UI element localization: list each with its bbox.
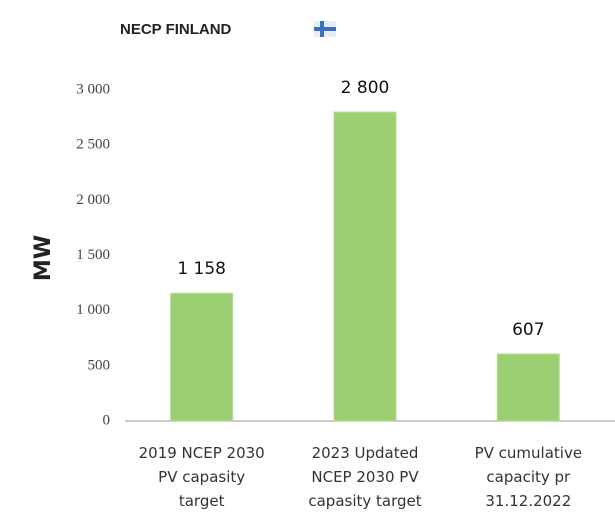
- x-tick-label: 2019 NCEP 2030 PV capasity target: [139, 444, 265, 510]
- y-tick-label: 500: [88, 357, 111, 373]
- chart-title: NECP FINLAND: [120, 21, 232, 38]
- value-label: 607: [512, 320, 544, 340]
- y-tick-label: 1 500: [76, 247, 110, 263]
- x-tick-label: 2023 Updated NCEP 2030 PV capasity target: [308, 444, 421, 510]
- bar: [170, 292, 234, 422]
- y-tick-label: 1 000: [76, 302, 110, 318]
- value-label: 1 158: [177, 259, 226, 279]
- value-label: 2 800: [341, 78, 390, 98]
- y-axis-label: MW: [31, 235, 56, 281]
- x-tick-label: PV cumulative capacity pr 31.12.2022: [475, 444, 582, 510]
- y-tick-label: 2 000: [76, 192, 110, 208]
- y-tick-label: 0: [103, 412, 111, 428]
- bar: [496, 353, 560, 422]
- y-tick-label: 3 000: [76, 81, 110, 97]
- flag-icon: [314, 21, 336, 37]
- y-tick-label: 2 500: [76, 137, 110, 153]
- bar: [333, 111, 397, 422]
